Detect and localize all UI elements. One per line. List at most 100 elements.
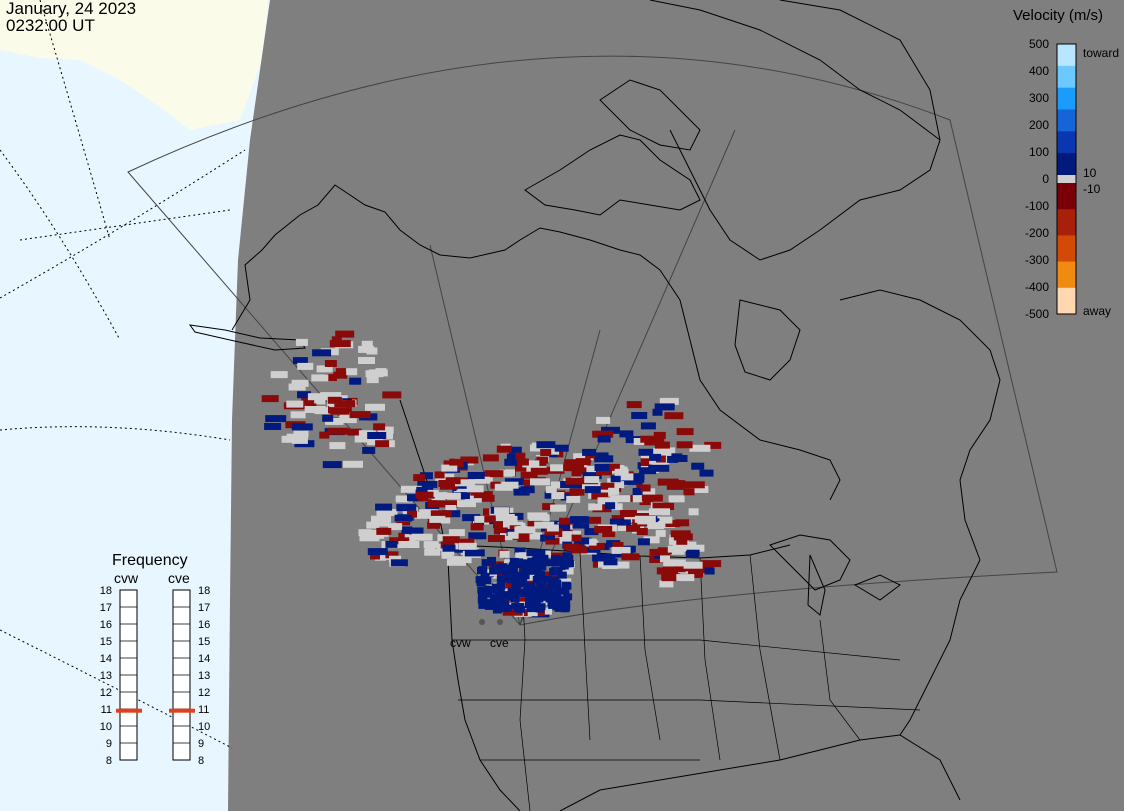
radar-cell [536, 580, 546, 588]
radar-cell [704, 567, 715, 575]
radar-cell [688, 570, 703, 578]
radar-cell [667, 545, 678, 553]
radar-cell [495, 593, 505, 601]
frequency-scale-label: 15 [100, 636, 112, 648]
legend-swatch [1057, 131, 1076, 154]
radar-cell [485, 599, 495, 607]
radar-cell [326, 417, 344, 425]
radar-cell [464, 549, 485, 557]
radar-cell [537, 576, 547, 584]
radar-cell [297, 391, 311, 399]
radar-cell [522, 460, 540, 468]
radar-cell [526, 549, 546, 557]
radar-cell [476, 515, 496, 523]
radar-cell [492, 606, 502, 614]
radar-cell [556, 523, 571, 531]
radar-cell [512, 532, 530, 540]
legend-swatch [1057, 109, 1076, 132]
velocity-legend: Velocity (m/s) 500 400 300 200 100 0 -100 -200 -… [1013, 7, 1119, 321]
legend-gap [1057, 175, 1076, 183]
radar-cell [467, 472, 485, 479]
radar-cell [322, 461, 342, 469]
radar-cell [602, 530, 616, 538]
radar-cell [653, 448, 666, 456]
frequency-scale-label: 8 [198, 755, 204, 767]
radar-cell [597, 497, 616, 505]
radar-cell [365, 413, 378, 421]
frequency-scale-label: 12 [100, 687, 112, 699]
radar-cell [626, 401, 642, 409]
legend-tick-label: -200 [1025, 226, 1049, 240]
radar-cell [373, 423, 386, 431]
radar-cell [518, 578, 528, 586]
radar-cell [551, 552, 573, 560]
radar-cell [652, 408, 663, 416]
radar-cell [545, 533, 555, 540]
radar-cell [621, 477, 643, 485]
radar-cell [596, 468, 612, 476]
radar-cell [550, 504, 562, 512]
radar-site-cve [497, 619, 503, 625]
legend-tick-label: -400 [1025, 280, 1049, 294]
radar-cell [515, 452, 526, 460]
radar-cell [655, 529, 666, 537]
lat-lon-grid [0, 0, 246, 749]
legend-tick-label: 300 [1029, 91, 1049, 105]
radar-cell [400, 485, 422, 493]
radar-cell [564, 459, 582, 467]
radar-cell [419, 509, 439, 517]
radar-cell [508, 446, 522, 454]
frequency-scale-label: 17 [198, 602, 210, 614]
radar-cell [371, 515, 391, 523]
radar-cell [608, 561, 630, 569]
radar-cell [470, 523, 484, 531]
radar-cell [496, 445, 512, 453]
radar-cell [536, 603, 546, 611]
radar-cell [689, 444, 711, 452]
radar-cell [694, 565, 714, 573]
radar-cell [640, 457, 652, 465]
radar-cell [545, 593, 554, 601]
radar-cell [699, 469, 714, 477]
radar-cell [507, 566, 517, 574]
radar-cell [496, 582, 506, 590]
legend-tick-label: 0 [1042, 172, 1049, 186]
radar-cell [632, 488, 643, 495]
radar-cell [610, 495, 631, 503]
radar-cell [547, 599, 557, 607]
radar-cell [637, 517, 652, 525]
legend-label-away: away [1083, 304, 1111, 318]
frequency-scale-label: 14 [198, 653, 210, 665]
radar-cell [322, 414, 334, 422]
radar-cell [497, 575, 507, 583]
radar-cell [571, 469, 582, 477]
radar-cell [565, 560, 574, 568]
radar-cell [592, 430, 614, 438]
radar-cell [684, 481, 705, 489]
radar-cell [415, 491, 434, 499]
radar-cell [531, 589, 541, 596]
radar-cell [647, 522, 665, 530]
radar-cell [640, 488, 656, 496]
radar-cell [588, 542, 605, 550]
radar-cell [668, 495, 685, 503]
radar-cell [526, 605, 536, 613]
frequency-scale-label: 8 [106, 755, 112, 767]
radar-cell [656, 567, 674, 575]
radar-cell [473, 491, 493, 499]
radar-cell [550, 567, 560, 575]
radar-cell [394, 514, 412, 522]
radar-cell [333, 371, 348, 379]
radar-cell [446, 492, 461, 500]
radar-cell [423, 541, 439, 549]
date-label: January, 24 2023 [6, 0, 137, 18]
radar-cell [582, 448, 597, 456]
radar-cell [365, 403, 385, 411]
radar-cell [385, 551, 399, 559]
radar-label-cve: cve [490, 636, 509, 650]
radar-site-cvw [479, 619, 485, 625]
radar-cell [561, 603, 571, 611]
radar-cell [396, 504, 417, 512]
radar-cell [427, 500, 449, 508]
